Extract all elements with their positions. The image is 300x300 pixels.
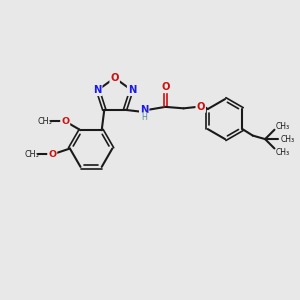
Text: CH₃: CH₃ (281, 135, 295, 144)
Text: O: O (161, 82, 170, 92)
Text: O: O (61, 117, 69, 126)
Text: N: N (128, 85, 136, 95)
Text: CH₃: CH₃ (276, 122, 290, 131)
Text: O: O (110, 73, 119, 83)
Text: N: N (140, 105, 148, 116)
Text: CH₃: CH₃ (38, 117, 52, 126)
Text: O: O (48, 150, 56, 159)
Text: N: N (93, 85, 101, 95)
Text: H: H (141, 113, 147, 122)
Text: O: O (196, 102, 205, 112)
Text: CH₃: CH₃ (25, 150, 40, 159)
Text: CH₃: CH₃ (276, 148, 290, 157)
